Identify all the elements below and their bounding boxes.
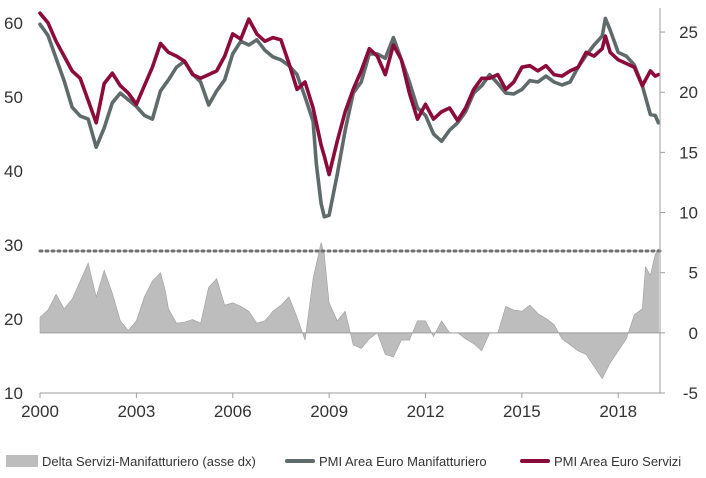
y-right-tick-label: 25 — [679, 23, 698, 42]
x-tick-label: 2003 — [117, 402, 155, 421]
y-left-tick-label: 60 — [4, 14, 23, 33]
y-left-tick-label: 20 — [4, 310, 23, 329]
x-tick-label: 2012 — [407, 402, 445, 421]
axes-layer — [39, 8, 665, 398]
y-left-tick-label: 10 — [4, 384, 23, 403]
y-right-tick-label: 0 — [689, 324, 698, 343]
x-tick-label: 2009 — [310, 402, 348, 421]
manifatturiero-line — [38, 16, 661, 219]
legend-swatch-servizi — [520, 459, 550, 463]
legend-label-manifatturiero: PMI Area Euro Manifatturiero — [319, 453, 487, 469]
y-right-tick-label: 5 — [689, 264, 698, 283]
delta-area — [39, 242, 659, 380]
delta-area-layer — [39, 242, 659, 380]
y-right-tick-label: 10 — [679, 204, 698, 223]
legend-item-manifatturiero: PMI Area Euro Manifatturiero — [285, 448, 487, 474]
legend-swatch-delta — [6, 455, 38, 467]
legend-item-servizi: PMI Area Euro Servizi — [520, 448, 681, 474]
x-tick-label: 2000 — [21, 402, 59, 421]
y-left-tick-label: 40 — [4, 162, 23, 181]
x-tick-label: 2018 — [599, 402, 637, 421]
legend-label-delta: Delta Servizi-Manifatturiero (asse dx) — [42, 453, 256, 469]
y-right-tick-label: 15 — [679, 143, 698, 162]
x-tick-label: 2006 — [214, 402, 252, 421]
y-left-tick-label: 30 — [4, 236, 23, 255]
servizi-line — [38, 11, 661, 177]
pmi-lines-layer — [38, 11, 661, 219]
legend-swatch-manifatturiero — [285, 459, 315, 463]
y-left-tick-label: 50 — [4, 88, 23, 107]
legend-label-servizi: PMI Area Euro Servizi — [554, 453, 682, 469]
y-right-tick-label: -5 — [683, 384, 698, 403]
tick-labels-layer: 2000 2003 2006 2009 2012 2015 2018102030405060… — [4, 14, 698, 421]
y-right-tick-label: 20 — [679, 83, 698, 102]
x-tick-label: 2015 — [503, 402, 541, 421]
legend: Delta Servizi-Manifatturiero (asse dx) P… — [0, 448, 706, 474]
legend-item-delta: Delta Servizi-Manifatturiero (asse dx) — [6, 448, 256, 474]
